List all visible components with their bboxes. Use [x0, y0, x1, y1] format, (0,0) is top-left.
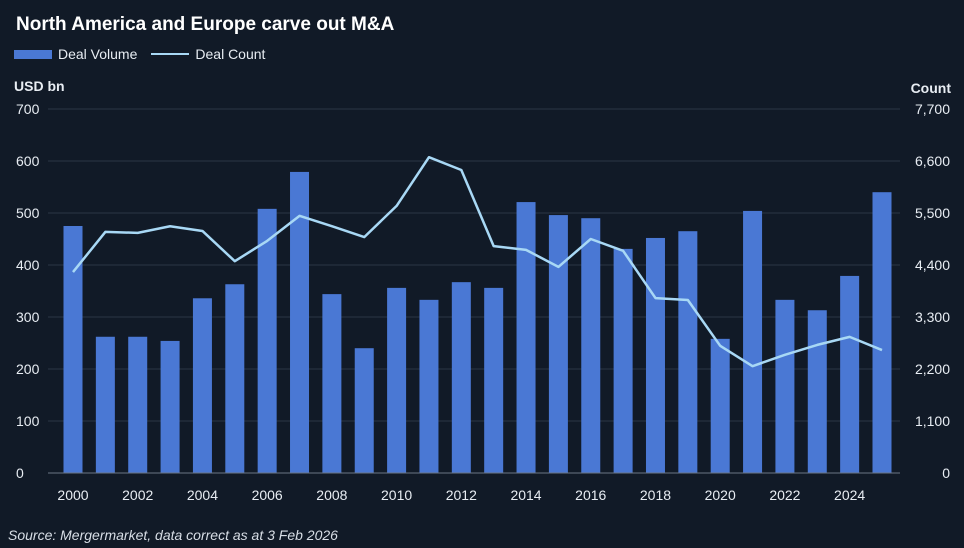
bar-deal-volume-2012: [451, 282, 471, 473]
x-tick-label: 2012: [446, 487, 477, 503]
bar-deal-volume-2006: [257, 208, 277, 473]
x-tick-label: 2006: [252, 487, 283, 503]
bar-deal-volume-2003: [160, 340, 180, 473]
x-tick-label: 2010: [381, 487, 412, 503]
bar-deal-volume-2005: [225, 284, 245, 473]
y-tick-label-left: 500: [16, 205, 40, 221]
chart-title: North America and Europe carve out M&A: [16, 14, 395, 35]
y-tick-label-right: 0: [942, 465, 950, 481]
bar-deal-volume-2020: [710, 338, 730, 473]
y-tick-label-right: 3,300: [915, 309, 950, 325]
y-tick-label-right: 6,600: [915, 153, 950, 169]
x-tick-label: 2000: [57, 487, 88, 503]
bar-deal-volume-2021: [743, 210, 763, 474]
bar-deal-volume-2024: [840, 275, 860, 473]
bar-deal-volume-2010: [387, 287, 407, 473]
x-tick-label: 2008: [316, 487, 347, 503]
y-tick-label-left: 100: [16, 413, 40, 429]
x-tick-label: 2024: [834, 487, 865, 503]
bar-deal-volume-2022: [775, 299, 795, 473]
line-deal-count: [72, 155, 883, 368]
legend-swatch-deal-volume: [14, 49, 52, 59]
y-tick-label-right: 1,100: [915, 413, 950, 429]
legend-label-deal-volume: Deal Volume: [58, 46, 138, 62]
bar-deal-volume-2013: [484, 287, 504, 473]
x-tick-label: 2004: [187, 487, 218, 503]
y-tick-label-left: 300: [16, 309, 40, 325]
bar-deal-volume-2023: [807, 310, 827, 473]
y-tick-label-right: 5,500: [915, 205, 950, 221]
y-tick-label-left: 400: [16, 257, 40, 273]
bar-deal-volume-2025: [872, 192, 892, 473]
y-axis-right-label: Count: [910, 80, 951, 96]
bar-deal-volume-2008: [322, 294, 342, 473]
source-note: Source: Mergermarket, data correct as at…: [8, 527, 338, 543]
y-tick-label-left: 600: [16, 153, 40, 169]
x-tick-label: 2022: [769, 487, 800, 503]
legend-swatch-deal-count: [151, 53, 190, 55]
bar-deal-volume-2019: [678, 231, 698, 473]
x-tick-label: 2020: [705, 487, 736, 503]
y-tick-label-right: 7,700: [915, 101, 950, 117]
bar-deal-volume-2011: [419, 299, 439, 473]
bar-deal-volume-2000: [63, 226, 83, 473]
y-tick-label-left: 0: [16, 465, 24, 481]
bar-deal-volume-2018: [645, 237, 665, 473]
y-tick-label-right: 2,200: [915, 361, 950, 377]
x-tick-label: 2002: [122, 487, 153, 503]
bar-deal-volume-2009: [354, 348, 374, 473]
x-tick-label: 2014: [510, 487, 541, 503]
bar-deal-volume-2015: [548, 215, 568, 473]
legend-label-deal-count: Deal Count: [195, 46, 266, 62]
bar-deal-volume-2007: [290, 171, 310, 474]
bar-deal-volume-2004: [192, 298, 212, 473]
bar-deal-volume-2017: [613, 248, 633, 473]
legend: Deal Volume Deal Count: [14, 46, 265, 62]
y-tick-label-left: 700: [16, 101, 40, 117]
bar-deal-volume-2016: [581, 218, 601, 473]
bar-deal-volume-2001: [95, 336, 115, 473]
bar-deal-volume-2014: [516, 202, 536, 473]
y-axis-left-label: USD bn: [14, 78, 65, 94]
x-tick-label: 2016: [575, 487, 606, 503]
y-tick-label-right: 4,400: [915, 257, 950, 273]
x-tick-label: 2018: [640, 487, 671, 503]
y-tick-label-left: 200: [16, 361, 40, 377]
bar-deal-volume-2002: [128, 336, 148, 473]
